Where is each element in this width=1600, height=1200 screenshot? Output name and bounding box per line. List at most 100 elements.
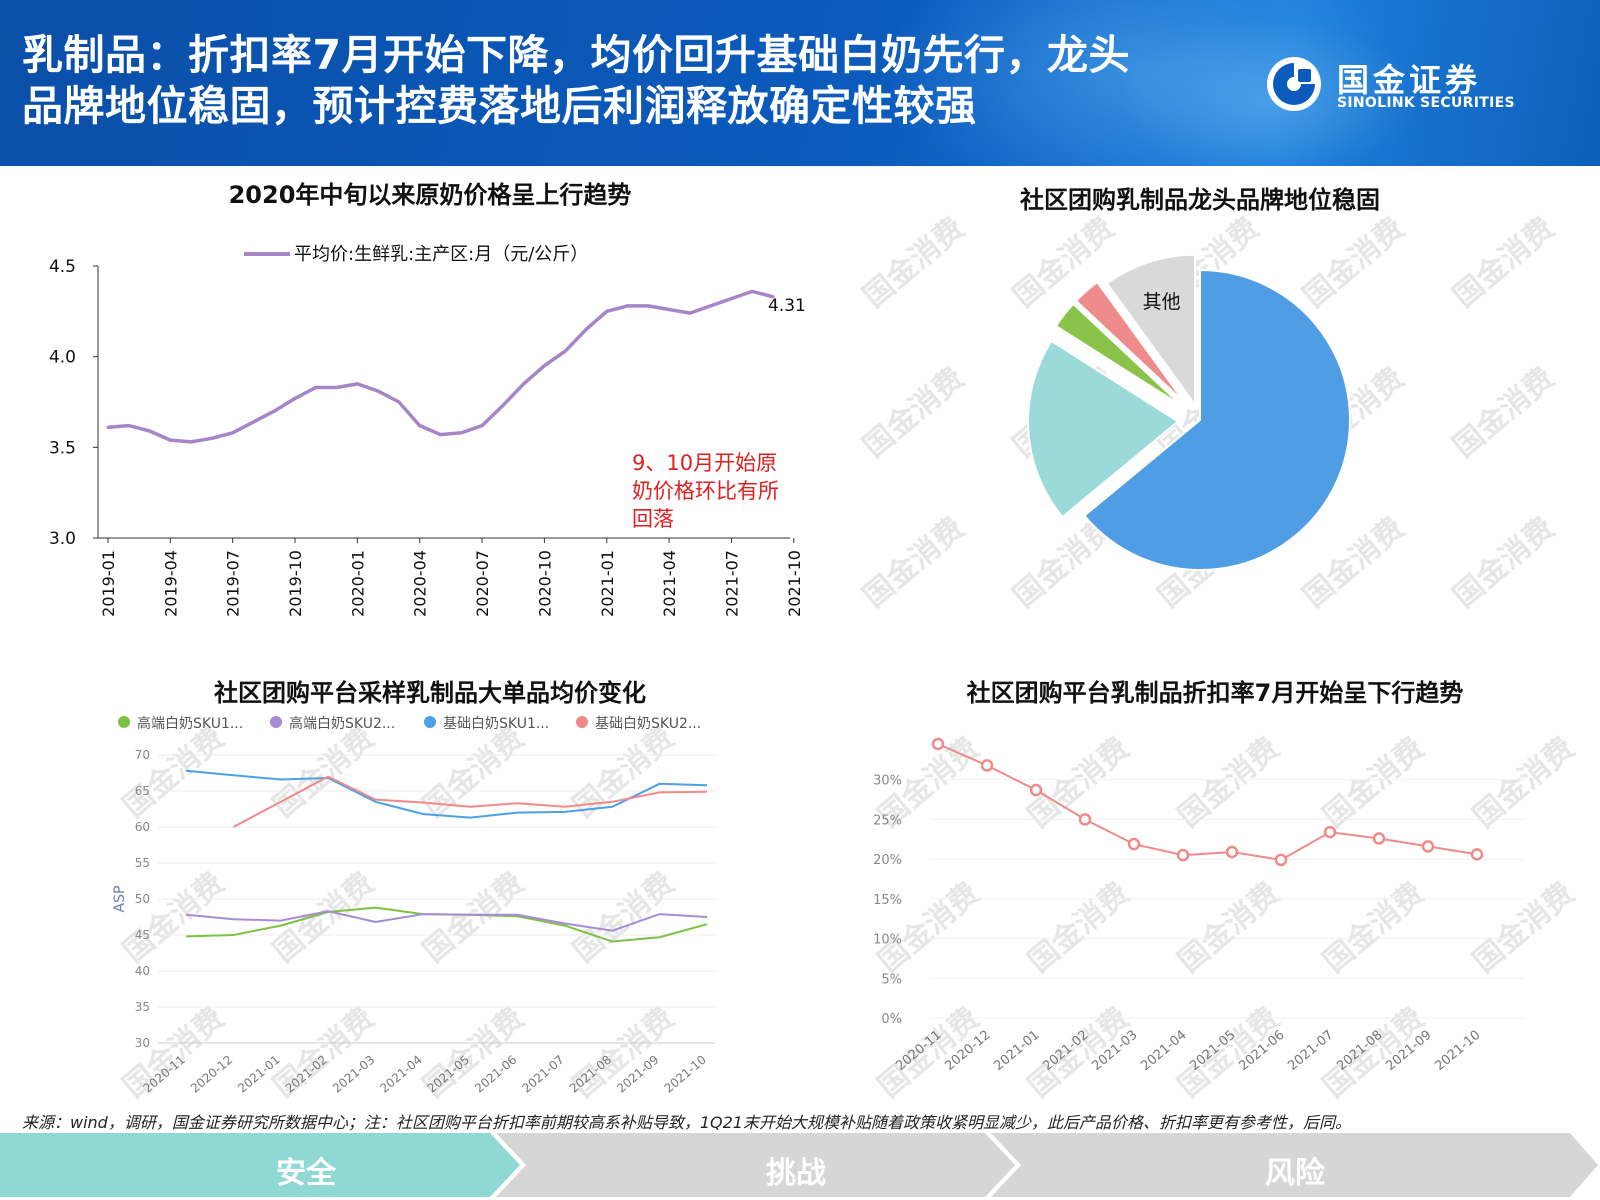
chart3-series-line [185, 769, 708, 819]
chart4-data-point [931, 737, 945, 751]
chart4-data-point [1029, 783, 1043, 797]
chart1-annotation-line: 回落 [632, 507, 674, 531]
nav-segment-risk-bg[interactable] [991, 1133, 1598, 1197]
nav-label-risk[interactable]: 风险 [1265, 1156, 1325, 1191]
chart1-data-point [168, 438, 172, 442]
chart1-data-point [459, 431, 463, 435]
chart4-data-point [1323, 825, 1337, 839]
chart4-data-point [1421, 840, 1435, 853]
chart1-x-tick-label: 2019-04 [161, 550, 180, 617]
chart1-data-point [605, 309, 609, 313]
chart3-x-tick-label: 2021-01 [235, 1053, 282, 1096]
chart4-data-point [1225, 845, 1239, 859]
chart2-brand-pie: 其他 [1027, 253, 1351, 571]
chart1-data-point [397, 400, 401, 404]
chart3-y-tick-label: 55 [135, 856, 150, 870]
chart4-data-point [1127, 837, 1141, 851]
chart1-data-point [771, 295, 775, 299]
watermark-text: 国金消费 [857, 211, 971, 315]
chart4-discount-line: 30% 25% 20% 15% 10% 5% 0%2020-112020-122021-01… [873, 737, 1525, 1074]
chart2-pie-slice [1083, 268, 1351, 571]
chart1-x-tick-label: 2021-04 [660, 550, 679, 617]
chart1-data-point [542, 364, 546, 368]
chart3-y-tick-label: 70 [135, 748, 150, 762]
chart1-data-point [148, 429, 152, 433]
chart1-data-point [231, 431, 235, 435]
chart1-x-tick-label: 2019-07 [224, 550, 243, 617]
chart3-x-tick-label: 2021-09 [614, 1053, 661, 1096]
page-title: 乳制品：折扣率7月开始下降，均价回升基础白奶先行，龙头 品牌地位稳固，预计控费落… [22, 30, 1242, 132]
nav-segment-challenge-bg[interactable] [496, 1133, 1015, 1197]
chart1-x-tick-label: 2020-07 [473, 550, 492, 617]
chart1-x-tick-label: 2021-10 [785, 550, 804, 617]
chart4-data-point [1372, 832, 1386, 845]
chart2-slice-label: 其他 [1143, 291, 1181, 313]
chart2-pie-slice [1054, 302, 1184, 408]
chart1-data-point [376, 389, 380, 393]
chart1-data-point [272, 409, 276, 413]
chart1-y-tick-label: 4.5 [49, 257, 76, 277]
chart1-data-point [355, 382, 359, 386]
page-title-line1: 乳制品：折扣率7月开始下降，均价回升基础白奶先行，龙头 [22, 31, 1131, 79]
nav-label-challenge[interactable]: 挑战 [766, 1156, 826, 1191]
chart1-data-point [189, 440, 193, 444]
chart2-title: 社区团购乳制品龙头品牌地位稳固 [1020, 186, 1380, 214]
chart1-annotation-line: 9、10月开始原 [632, 451, 777, 475]
chart4-title: 社区团购平台乳制品折扣率7月开始呈下行趋势 [966, 679, 1464, 707]
chart4-x-tick-label: 2021-03 [1089, 1028, 1140, 1074]
chart3-legend-label: 基础白奶SKU2... [595, 715, 701, 732]
chart4-x-tick-label: 2021-04 [1138, 1028, 1189, 1074]
chart3-legend-swatch [118, 716, 130, 728]
chart3-series-line [185, 910, 708, 932]
chart1-data-point [293, 396, 297, 400]
chart4-x-tick-label: 2020-12 [942, 1028, 993, 1074]
chart4-data-point [1470, 848, 1484, 861]
chart1-data-point [688, 311, 692, 315]
watermark-text: 国金消费 [857, 361, 971, 465]
chart1-data-point [646, 304, 650, 308]
chart1-data-point [563, 349, 567, 353]
chart3-series-line [232, 775, 708, 828]
chart2-pie-slice [1074, 280, 1187, 405]
chart1-title: 2020年中旬以来原奶价格呈上行趋势 [228, 181, 632, 209]
logo-text-cn: 国金证券 [1337, 61, 1482, 99]
chart3-y-tick-label: 30 [135, 1036, 150, 1050]
chart4-data-point [1078, 813, 1092, 826]
chart4-x-tick-label: 2021-07 [1285, 1028, 1336, 1074]
chart3-x-tick-label: 2021-03 [330, 1053, 377, 1096]
chart3-x-tick-label: 2021-08 [567, 1053, 614, 1096]
chart3-legend-swatch [576, 716, 588, 728]
chart1-x-tick-label: 2021-07 [722, 550, 741, 617]
nav-segment-safety-bg[interactable] [0, 1133, 520, 1197]
chart3-legend-swatch [424, 716, 436, 728]
chart3-y-tick-label: 45 [135, 928, 150, 942]
chart1-data-point [626, 304, 630, 308]
logo-icon [1267, 57, 1321, 111]
chart3-y-tick-label: 65 [135, 784, 150, 798]
chart1-annotation-line: 奶价格环比有所 [632, 479, 779, 503]
chart1-data-point [729, 297, 733, 301]
watermark-text: 国金消费 [1447, 211, 1561, 315]
bottom-nav [0, 1133, 1598, 1197]
nav-label-safety[interactable]: 安全 [276, 1156, 336, 1191]
chart1-x-tick-label: 2020-10 [535, 550, 554, 617]
chart3-y-tick-label: 35 [135, 1000, 150, 1014]
watermark-text: 国金消费 [857, 511, 971, 615]
chart4-x-tick-label: 2021-06 [1236, 1028, 1287, 1074]
chart4-x-tick-label: 2021-09 [1383, 1028, 1434, 1074]
chart4-x-tick-label: 2021-01 [991, 1028, 1042, 1074]
chart1-data-point [501, 404, 505, 408]
chart1-data-point [584, 327, 588, 331]
chart3-legend-label: 基础白奶SKU1... [443, 715, 549, 732]
chart1-x-tick-label: 2019-10 [286, 550, 305, 617]
chart4-x-tick-label: 2020-11 [893, 1028, 944, 1074]
chart3-title: 社区团购平台采样乳制品大单品均价变化 [214, 679, 646, 707]
chart4-x-tick-label: 2021-10 [1432, 1028, 1483, 1074]
chart1-data-point [667, 308, 671, 312]
chart1-series-line [107, 289, 774, 444]
chart3-x-tick-label: 2021-07 [519, 1053, 566, 1096]
chart1-data-point [750, 289, 754, 293]
chart1-data-point [418, 424, 422, 428]
chart4-y-tick-label: 20% [873, 853, 902, 868]
chart1-x-tick-label: 2021-01 [598, 550, 617, 617]
